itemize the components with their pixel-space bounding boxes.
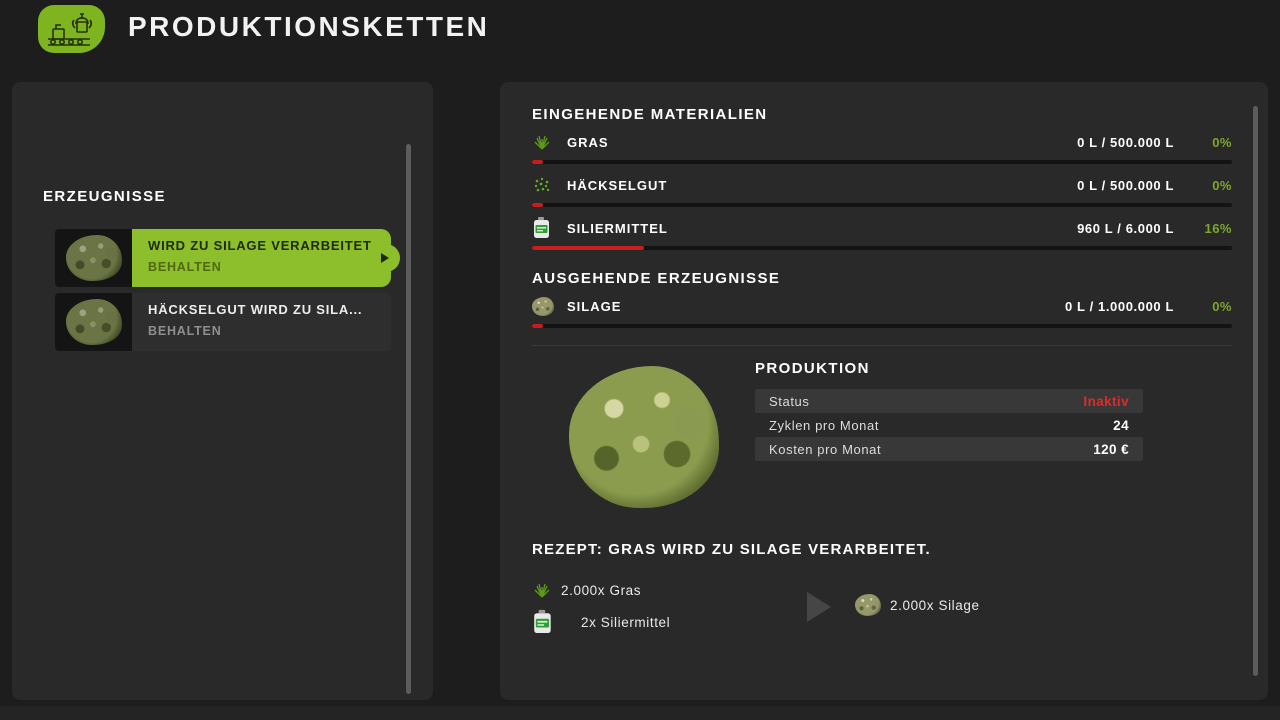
material-progressbar (532, 160, 1232, 164)
material-percent: 0% (1212, 298, 1232, 314)
recipe-arrow-icon (807, 592, 831, 622)
material-amount: 0 L / 1.000.000 L (1065, 298, 1174, 314)
material-progress-fill (532, 203, 543, 207)
silage-icon (532, 296, 558, 316)
product-thumbnail (55, 293, 132, 351)
outputs-section-title: AUSGEHENDE ERZEUGNISSE (532, 270, 781, 287)
recipe-section: REZEPT: GRAS WIRD ZU SILAGE VERARBEITET.… (532, 541, 1232, 650)
silage-icon (855, 594, 881, 616)
grass-icon (532, 132, 558, 152)
production-row-label: Kosten pro Monat (769, 441, 882, 457)
product-item-mode: BEHALTEN (148, 260, 222, 274)
cycles-value: 24 (1113, 417, 1129, 433)
silage-product-image (568, 366, 719, 508)
page-title: PRODUKTIONSKETTEN (128, 11, 490, 42)
recipe-ingredient-text: 2.000x Gras (561, 582, 642, 598)
material-label: SILIERMITTEL (567, 220, 668, 236)
material-progressbar (532, 324, 1232, 328)
selected-arrow-icon (381, 253, 389, 263)
sidebar-scrollbar[interactable] (406, 144, 411, 694)
material-row-siliermittel: SILIERMITTEL 960 L / 6.000 L 16% (532, 213, 1232, 243)
silage-additive-icon (532, 609, 554, 635)
header: PRODUKTIONSKETTEN (0, 0, 1280, 64)
silage-additive-icon (532, 217, 558, 239)
detail-panel: EINGEHENDE MATERIALIEN GRAS 0 L / 500.00… (500, 82, 1268, 700)
products-panel-title: ERZEUGNISSE (43, 188, 166, 205)
material-progress-fill (532, 324, 543, 328)
inputs-section-title: EINGEHENDE MATERIALIEN (532, 106, 768, 123)
recipe-ingredient-text: 2x Siliermittel (581, 614, 671, 630)
material-row-haeckselgut: HÄCKSELGUT 0 L / 500.000 L 0% (532, 170, 1232, 200)
product-item-body: WIRD ZU SILAGE VERARBEITET BEHALTEN (132, 229, 400, 287)
production-section: PRODUKTION Status Inaktiv Zyklen pro Mon… (532, 358, 1232, 508)
grass-icon (532, 580, 552, 600)
material-amount: 960 L / 6.000 L (1077, 220, 1174, 236)
material-progress-fill (532, 160, 543, 164)
material-row-silage: SILAGE 0 L / 1.000.000 L 0% (532, 291, 1232, 321)
production-chain-icon (38, 5, 105, 53)
material-row-gras: GRAS 0 L / 500.000 L 0% (532, 127, 1232, 157)
material-percent: 0% (1212, 134, 1232, 150)
product-item-body: HÄCKSELGUT WIRD ZU SILA... BEHALTEN (132, 293, 391, 351)
production-row-status: Status Inaktiv (755, 389, 1143, 413)
production-row-cycles: Zyklen pro Monat 24 (755, 413, 1143, 437)
product-thumbnail (55, 229, 132, 287)
chaff-icon (532, 175, 558, 195)
material-percent: 0% (1212, 177, 1232, 193)
status-value: Inaktiv (1083, 393, 1129, 409)
silage-pile-image (65, 235, 122, 281)
bottom-strip (0, 706, 1280, 720)
production-row-label: Zyklen pro Monat (769, 417, 880, 433)
section-divider (532, 345, 1232, 346)
recipe-ingredient-gras: 2.000x Gras (532, 580, 1232, 600)
material-percent: 16% (1204, 220, 1232, 236)
material-amount: 0 L / 500.000 L (1077, 134, 1174, 150)
detail-scrollbar[interactable] (1253, 106, 1258, 676)
production-row-costs: Kosten pro Monat 120 € (755, 437, 1143, 461)
product-list: WIRD ZU SILAGE VERARBEITET BEHALTEN HÄCK… (55, 229, 400, 357)
material-label: HÄCKSELGUT (567, 177, 668, 193)
costs-value: 120 € (1093, 441, 1129, 457)
recipe-ingredient-siliermittel: 2x Siliermittel (532, 609, 1232, 635)
production-row-label: Status (769, 393, 810, 409)
production-title: PRODUKTION (755, 360, 870, 377)
product-item-title: HÄCKSELGUT WIRD ZU SILA... (148, 302, 363, 317)
recipe-output-silage: 2.000x Silage (855, 594, 980, 616)
material-progress-fill (532, 246, 644, 250)
recipe-output-text: 2.000x Silage (890, 597, 980, 613)
recipe-title: REZEPT: GRAS WIRD ZU SILAGE VERARBEITET. (532, 541, 931, 558)
material-progressbar (532, 246, 1232, 250)
silage-pile-image (65, 299, 122, 345)
product-list-item-gras-silage[interactable]: WIRD ZU SILAGE VERARBEITET BEHALTEN (55, 229, 400, 287)
product-list-item-haeckselgut-silage[interactable]: HÄCKSELGUT WIRD ZU SILA... BEHALTEN (55, 293, 391, 351)
material-label: GRAS (567, 134, 609, 150)
products-panel: ERZEUGNISSE WIRD ZU SILAGE VERARBEITET B… (12, 82, 433, 700)
product-image-box (532, 358, 755, 508)
material-progressbar (532, 203, 1232, 207)
material-label: SILAGE (567, 298, 622, 314)
material-amount: 0 L / 500.000 L (1077, 177, 1174, 193)
product-item-title: WIRD ZU SILAGE VERARBEITET (148, 238, 372, 253)
product-item-mode: BEHALTEN (148, 324, 222, 338)
